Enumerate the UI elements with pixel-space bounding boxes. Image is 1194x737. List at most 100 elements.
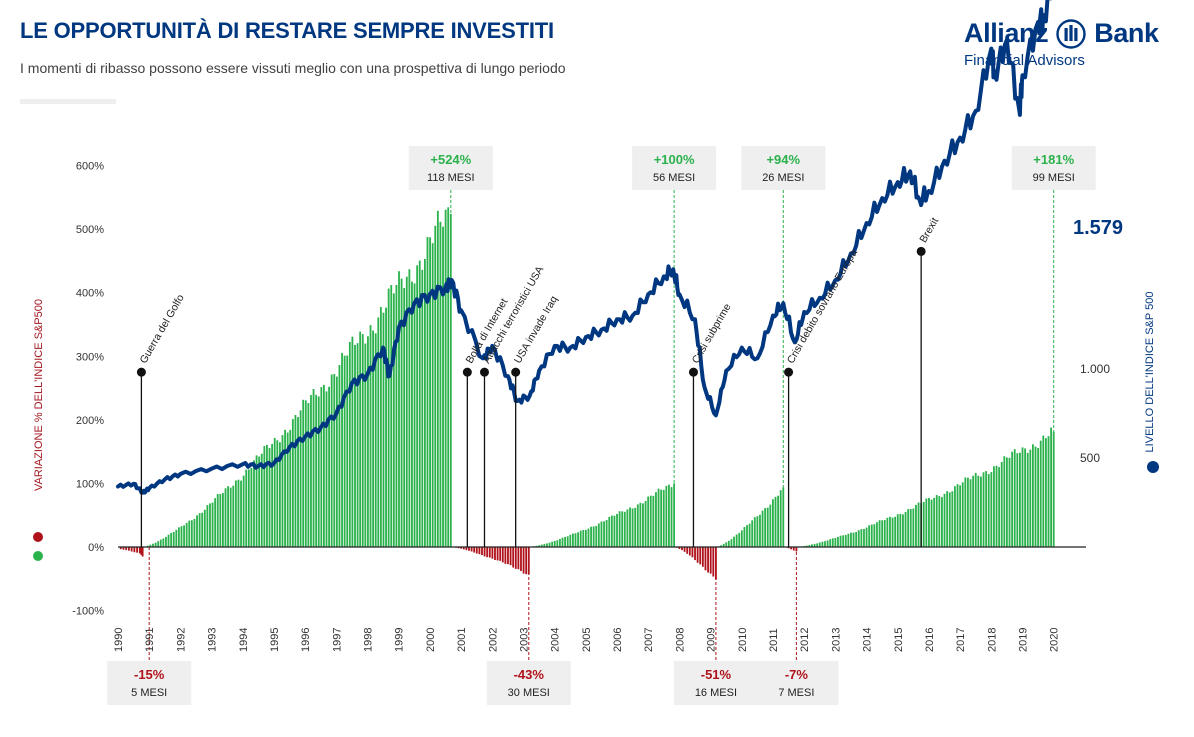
chart-bar [631,508,634,547]
chart-bar [608,516,611,547]
chart-bar [878,520,881,547]
chart-bar [694,547,696,561]
x-tick-label: 2013 [830,628,842,652]
annotation-box [741,146,826,190]
chart-bar [894,516,897,547]
chart-bar [720,545,723,547]
chart-bar [429,237,431,547]
annotation-duration: 99 MESI [1033,172,1075,184]
chart-bar [335,376,338,547]
chart-bar [740,530,743,547]
chart-bar [644,500,647,547]
chart-bar [668,484,670,547]
chart-bar [634,507,637,547]
chart-bar [1011,451,1014,547]
chart-bar [263,446,266,547]
chart-bar [328,386,330,547]
event-marker [688,367,698,377]
chart-bar [730,539,733,547]
x-tick-label: 2014 [862,628,874,652]
chart-bar [520,547,522,571]
x-tick-label: 2001 [456,628,468,652]
annotation-duration: 7 MESI [778,687,814,699]
index-line-layer: 1.579 [116,0,1123,495]
chart-bar [449,213,452,547]
chart-bar [338,365,341,547]
x-tick-label: 2019 [1018,628,1030,652]
chart-bar [974,472,977,547]
events-layer: Guerra del Golfo Bolla di InternetAttacch… [136,216,941,547]
chart-bar [855,531,858,547]
chart-bar [639,502,642,547]
chart-bar [603,521,605,547]
chart-bar [271,443,274,547]
chart-bar [1024,448,1027,547]
chart-bar [253,460,255,547]
chart-bar [813,543,816,547]
legend-dot-index [1147,461,1159,473]
annotation-value: -15% [134,667,165,682]
chart-bar [343,355,346,547]
chart-bar [764,508,767,547]
chart-bar [787,547,790,549]
chart-bar [1045,438,1047,547]
chart-bar [522,547,525,574]
chart-bar [847,533,850,547]
chart-bar [133,547,136,553]
annotation-duration: 30 MESI [508,687,550,699]
chart-bar [954,486,956,547]
chart-bar [870,524,873,547]
chart-bar [346,355,349,547]
chart-bar [850,532,852,547]
chart-bar [709,547,712,574]
allianz-eagle-icon [1056,18,1086,49]
chart-bar [995,465,998,547]
chart-bar [704,547,707,571]
chart-bar [1050,427,1053,547]
chart-bar [250,468,253,547]
chart-bar [928,498,930,547]
chart-bar [297,417,299,547]
annotation-value: +100% [654,152,695,167]
chart-bar [470,547,473,552]
chart-bar [592,526,595,547]
right-axis-title: LIVELLO DELL'INDICE S&P 500 [1144,292,1156,453]
chart-bar [889,516,891,547]
chart-bar [600,521,603,547]
chart-bar [351,336,354,547]
chart-bar [1008,457,1011,547]
chart-bar [242,475,245,547]
chart-bar [317,396,320,547]
chart-bar [605,519,608,547]
chart-bar [364,343,367,547]
chart-bar [499,547,502,561]
chart-bar [460,547,463,549]
chart-bar [183,525,185,547]
chart-bar [759,514,761,547]
chart-bar [535,545,538,547]
chart-bar [125,547,128,551]
chart-bar [907,509,910,547]
y-axis-title: VARIAZIONE % DELL'INDICE S&P500 [33,299,45,491]
chart-bar [436,210,439,547]
chart-bar [177,527,180,547]
chart-bar [444,209,447,547]
chart-bar [886,517,889,547]
chart-bar [881,520,884,547]
chart-bar [481,547,483,556]
chart-bar [273,437,276,547]
chart-bar [276,440,279,547]
chart-bar [167,534,170,547]
event-marker [479,367,489,377]
chart-bar [972,475,975,547]
chart-bar [579,530,582,547]
chart-bar [149,544,152,547]
chart-bar [289,429,292,547]
chart-bar [491,547,494,559]
chart-bar [504,547,507,564]
event-label: Guerra del Golfo [138,292,187,365]
x-tick-label: 2020 [1049,628,1061,652]
chart-bar [379,307,382,547]
chart-bar [188,520,191,547]
chart-bar [977,475,980,547]
